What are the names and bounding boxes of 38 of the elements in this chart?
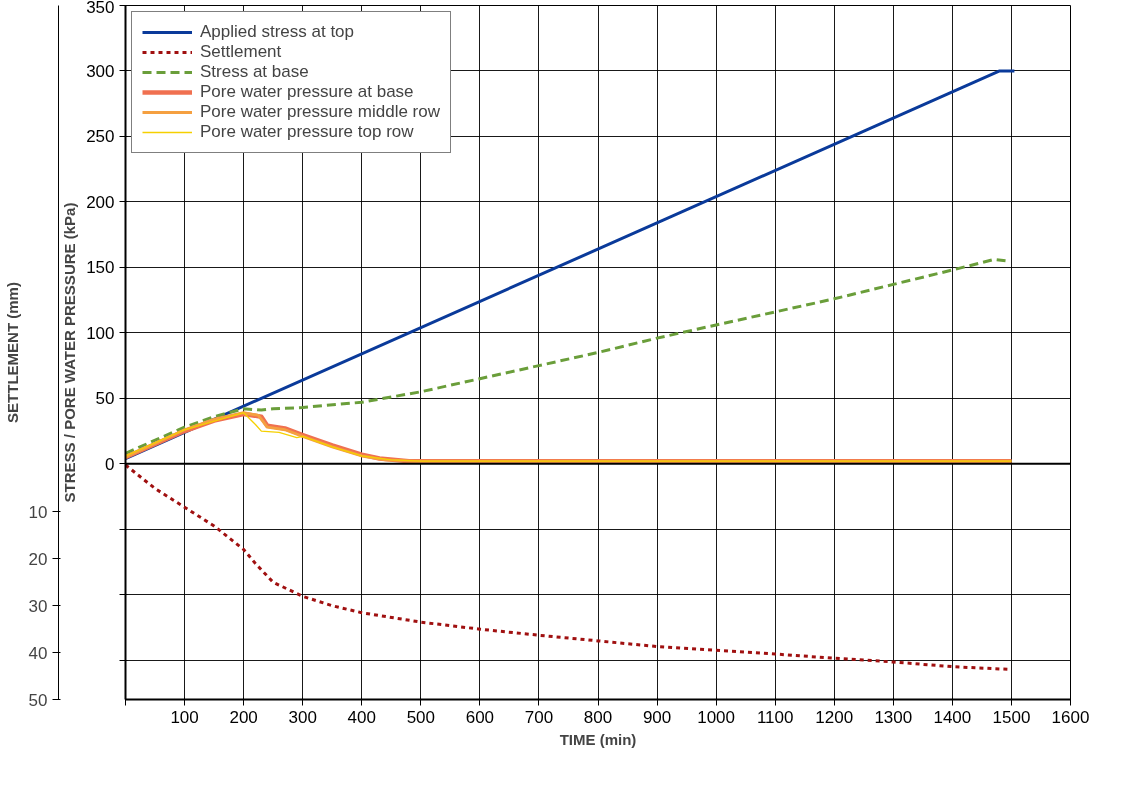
x-tick-label: 500	[406, 707, 436, 727]
x-tick-label: 1300	[874, 707, 913, 727]
y-tick-label: 200	[86, 192, 115, 212]
y-tick-label: 250	[86, 127, 115, 147]
y2-tick-label: 10	[28, 502, 48, 522]
legend-label: Settlement	[200, 42, 282, 62]
y-axis-title: STRESS / PORE WATER PRESSURE (kPa)	[61, 202, 79, 503]
y-tick-label: 0	[105, 454, 115, 474]
y2-tick-label: 30	[28, 596, 48, 616]
x-tick-label: 400	[347, 707, 376, 727]
y-tick-label: 50	[95, 389, 115, 409]
legend-label: Pore water pressure top row	[200, 122, 414, 142]
x-tick-label: 700	[524, 707, 554, 727]
y-tick-label: 100	[86, 323, 115, 343]
x-tick-label: 1100	[756, 707, 794, 727]
y2-axis-title: SETTLEMENT (mm)	[3, 282, 21, 423]
legend-label: Pore water pressure at base	[200, 82, 414, 102]
x-tick-label: 200	[229, 707, 258, 727]
y2-tick-label: 40	[28, 643, 48, 663]
x-tick-label: 1400	[933, 707, 972, 727]
legend-label: Pore water pressure middle row	[200, 102, 440, 122]
y-tick-label: 150	[86, 258, 115, 278]
y2-tick-label: 20	[28, 549, 48, 569]
x-tick-label: 900	[642, 707, 672, 727]
y2-tick-label: 50	[28, 690, 48, 710]
legend-label: Applied stress at top	[200, 22, 355, 42]
x-tick-label: 1200	[815, 707, 854, 727]
x-tick-label: 100	[170, 707, 199, 727]
x-tick-label: 1500	[992, 707, 1031, 727]
x-tick-label: 300	[288, 707, 317, 727]
x-tick-label: 600	[465, 707, 495, 727]
x-tick-label: 1000	[697, 707, 736, 727]
x-axis-title: TIME (min)	[559, 730, 637, 748]
y-tick-label: 350	[86, 0, 115, 17]
x-tick-label: 800	[583, 707, 613, 727]
legend-label: Stress at base	[200, 62, 309, 82]
x-tick-label: 1600	[1051, 707, 1090, 727]
y-tick-label: 300	[86, 61, 115, 81]
